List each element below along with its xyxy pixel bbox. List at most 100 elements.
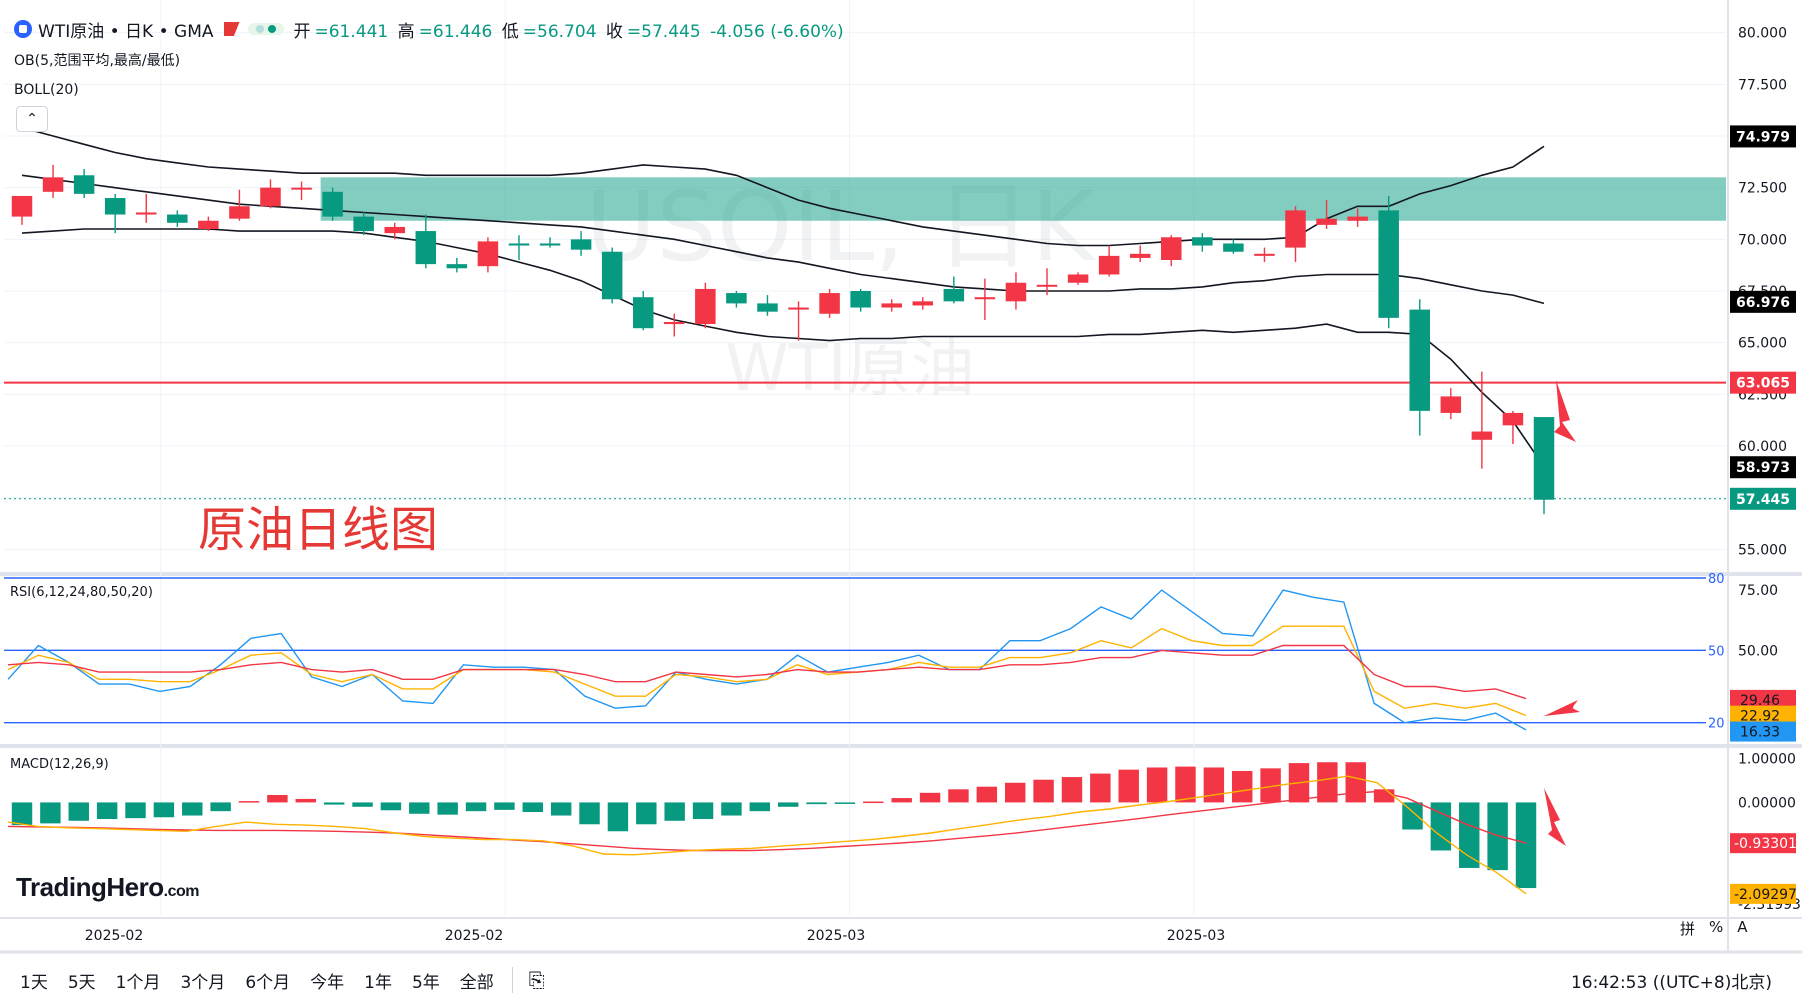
time-tick-label: 2025-03 <box>807 928 866 944</box>
logo-suffix: .com <box>163 883 200 900</box>
macd-bar <box>1061 777 1083 803</box>
collapse-legend-button[interactable]: ⌃ <box>16 106 48 132</box>
macd-bar <box>1090 773 1111 803</box>
tf-5y[interactable]: 5年 <box>411 972 440 993</box>
symbol-logo-icon <box>14 20 32 38</box>
rsi-label-bg <box>1730 689 1796 710</box>
candle-body <box>384 226 405 234</box>
candle-body <box>1378 210 1399 318</box>
macd-bar <box>1118 769 1139 803</box>
macd-bar <box>834 802 856 804</box>
price-label-bg <box>1730 487 1796 510</box>
macd-bar <box>1345 762 1366 803</box>
rsi-label: 29.46 <box>1740 693 1780 709</box>
flag-icon <box>223 22 240 36</box>
corner-tools: 拼 % A <box>1680 918 1748 939</box>
candle-body <box>1223 243 1244 252</box>
demand-zone <box>320 177 1726 221</box>
open-label: 开 <box>293 21 311 42</box>
change-value: -4.056 (-6.60%) <box>710 21 844 42</box>
candle-body <box>42 177 64 192</box>
macd-bar <box>1033 779 1054 803</box>
symbol-title[interactable]: WTI原油 • 日K • GMA <box>38 21 214 42</box>
low-label: 低 <box>501 21 519 42</box>
candle-body <box>1036 284 1058 287</box>
price-label: 58.973 <box>1736 460 1790 476</box>
status-dot-icon <box>255 25 264 33</box>
candle-body <box>912 301 934 306</box>
macd-bar <box>919 792 941 803</box>
candle-body <box>819 293 840 314</box>
macd-bar <box>96 802 118 820</box>
candle-body <box>415 231 437 265</box>
boll-mid-line <box>21 174 1545 305</box>
macd-bar <box>1402 802 1423 830</box>
price-tick-label: 72.500 <box>1738 181 1787 197</box>
percent-scale-button[interactable]: % <box>1709 918 1724 936</box>
close-label: 收 <box>605 21 623 42</box>
candle-body <box>353 216 374 232</box>
tf-1y[interactable]: 1年 <box>364 972 392 993</box>
candle-body <box>850 291 871 308</box>
candle-body <box>1409 309 1431 411</box>
down-arrow-annotation <box>1554 380 1576 442</box>
rsi-label: 16.33 <box>1740 725 1780 741</box>
price-tick-label: 65.000 <box>1738 336 1787 352</box>
macd-bar <box>948 789 969 803</box>
candle-body <box>1129 253 1151 258</box>
macd-bar <box>323 802 345 805</box>
calendar-range-icon[interactable]: ⎘ <box>528 968 545 992</box>
indicator-ob-legend[interactable]: OB(5,范围平均,最高/最低) <box>14 53 181 69</box>
macd-tick-label: 1.00000 <box>1738 752 1796 768</box>
pin-scale-button[interactable]: 拼 <box>1680 920 1696 938</box>
candle-body <box>167 214 188 223</box>
macd-bar <box>607 802 629 832</box>
market-status-badge[interactable] <box>247 23 284 35</box>
candle-body <box>1254 253 1275 256</box>
rsi-band-label: 80 <box>1708 572 1725 587</box>
tf-1d[interactable]: 1天 <box>20 972 48 993</box>
indicator-boll-legend[interactable]: BOLL(20) <box>14 82 79 98</box>
macd-bar <box>692 802 714 820</box>
macd-bar <box>1430 802 1452 851</box>
candle-body <box>1161 237 1182 260</box>
macd-bar <box>579 802 600 825</box>
macd-bar <box>664 802 685 821</box>
macd-bar <box>1317 762 1338 803</box>
macd-bar <box>721 802 742 816</box>
time-tick-label: 2025-02 <box>85 928 144 944</box>
tf-6m[interactable]: 6个月 <box>245 972 291 993</box>
candle-body <box>322 191 343 217</box>
macd-label-bg <box>1730 833 1796 854</box>
macd-bar <box>1004 782 1026 803</box>
high-label: 高 <box>397 21 415 42</box>
tf-all[interactable]: 全部 <box>459 972 494 993</box>
tradinghero-logo: TradingHero.com <box>16 872 199 903</box>
tf-3m[interactable]: 3个月 <box>180 972 226 993</box>
price-label: 57.445 <box>1736 492 1790 508</box>
candle-body <box>1067 274 1089 283</box>
macd-bar <box>806 802 827 805</box>
candle-body <box>446 264 468 269</box>
rsi-label: 22.92 <box>1740 709 1780 725</box>
macd-line <box>7 775 1527 895</box>
tf-1m[interactable]: 1个月 <box>115 972 161 993</box>
clock[interactable]: 16:42:53 ((UTC+8)北京) <box>1570 972 1772 993</box>
high-value: =61.446 <box>418 21 493 42</box>
candle-body <box>664 322 685 325</box>
rsi-tick-label: 50.00 <box>1738 643 1778 659</box>
candle-body <box>508 243 530 246</box>
macd-bar <box>1146 767 1168 803</box>
candle-body <box>73 175 95 194</box>
boll-lower-line <box>21 228 1545 468</box>
macd-bar <box>522 802 544 813</box>
tf-ytd[interactable]: 今年 <box>310 972 345 993</box>
candle-body <box>943 288 965 302</box>
macd-bar <box>749 802 771 812</box>
candle-body <box>632 297 654 329</box>
price-label-bg <box>1730 290 1796 313</box>
tf-5d[interactable]: 5天 <box>67 972 96 993</box>
candle-body <box>1285 210 1306 248</box>
auto-scale-button[interactable]: A <box>1737 918 1748 936</box>
